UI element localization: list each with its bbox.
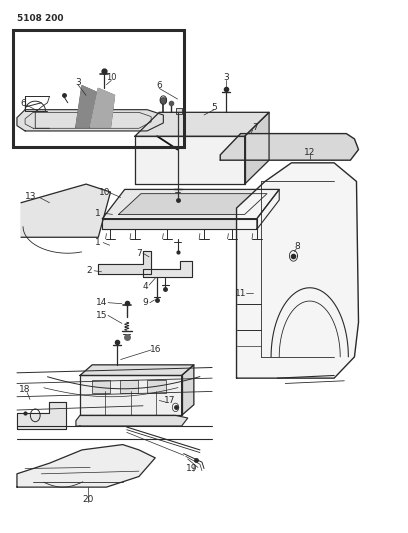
Text: 2: 2 [86,266,92,275]
Text: 19: 19 [186,464,197,473]
Bar [92,380,111,393]
Polygon shape [76,415,188,426]
Bar [175,108,182,114]
Text: 13: 13 [25,192,37,201]
Text: 6: 6 [156,81,162,90]
Text: 5: 5 [211,102,217,111]
Polygon shape [119,193,267,214]
Text: 7: 7 [136,249,142,258]
Text: 1: 1 [95,238,101,247]
Polygon shape [143,261,192,277]
Polygon shape [17,445,155,487]
Text: 11: 11 [235,288,246,297]
Bar [147,380,166,393]
Polygon shape [135,136,245,184]
Text: 12: 12 [304,148,315,157]
Polygon shape [76,86,96,127]
Bar [13,30,184,147]
Polygon shape [220,134,359,160]
Text: 10: 10 [106,73,117,82]
Text: 17: 17 [164,396,175,405]
Text: 5108 200: 5108 200 [17,14,64,23]
Polygon shape [135,112,269,136]
Text: 3: 3 [224,73,229,82]
Text: 3: 3 [75,77,81,86]
Polygon shape [245,112,269,184]
Text: 7: 7 [252,123,258,132]
Text: 6: 6 [20,99,26,108]
Text: 4: 4 [143,282,149,291]
Polygon shape [102,189,279,219]
Bar [120,380,138,393]
Text: 20: 20 [82,495,94,504]
Polygon shape [21,184,111,237]
Polygon shape [17,110,163,131]
Text: 15: 15 [96,311,107,320]
Polygon shape [182,365,194,415]
Text: 16: 16 [150,345,162,354]
Text: 9: 9 [142,298,148,307]
Text: 8: 8 [295,242,300,251]
Text: 10: 10 [99,188,110,197]
Polygon shape [80,365,194,375]
Polygon shape [237,163,359,378]
Polygon shape [17,402,66,429]
Text: 14: 14 [96,298,107,307]
Polygon shape [257,189,279,229]
Text: 18: 18 [19,385,31,394]
Polygon shape [90,88,115,127]
Polygon shape [102,219,257,229]
Text: 1: 1 [95,209,101,218]
Polygon shape [98,251,151,274]
Polygon shape [80,375,182,415]
